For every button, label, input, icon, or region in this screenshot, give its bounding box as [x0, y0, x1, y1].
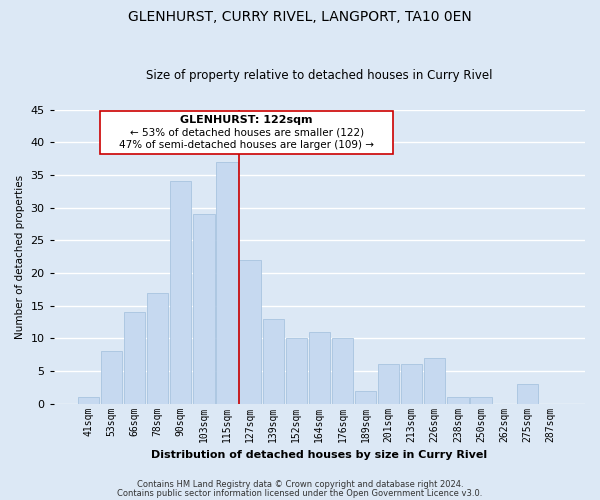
Bar — [101, 352, 122, 404]
Bar — [470, 397, 491, 404]
Bar — [239, 260, 261, 404]
Bar — [124, 312, 145, 404]
Bar — [170, 182, 191, 404]
Bar — [447, 397, 469, 404]
Bar — [217, 162, 238, 404]
Bar — [309, 332, 330, 404]
Bar — [147, 292, 169, 404]
Bar — [263, 318, 284, 404]
Bar — [424, 358, 445, 404]
Bar — [286, 338, 307, 404]
Title: Size of property relative to detached houses in Curry Rivel: Size of property relative to detached ho… — [146, 69, 493, 82]
Bar — [355, 390, 376, 404]
Y-axis label: Number of detached properties: Number of detached properties — [15, 174, 25, 338]
Bar — [78, 397, 99, 404]
Bar — [378, 364, 399, 404]
Text: Contains public sector information licensed under the Open Government Licence v3: Contains public sector information licen… — [118, 488, 482, 498]
Bar — [193, 214, 215, 404]
Text: ← 53% of detached houses are smaller (122): ← 53% of detached houses are smaller (12… — [130, 128, 364, 138]
FancyBboxPatch shape — [100, 111, 393, 154]
X-axis label: Distribution of detached houses by size in Curry Rivel: Distribution of detached houses by size … — [151, 450, 487, 460]
Text: GLENHURST, CURRY RIVEL, LANGPORT, TA10 0EN: GLENHURST, CURRY RIVEL, LANGPORT, TA10 0… — [128, 10, 472, 24]
Bar — [332, 338, 353, 404]
Text: GLENHURST: 122sqm: GLENHURST: 122sqm — [181, 116, 313, 126]
Bar — [517, 384, 538, 404]
Text: 47% of semi-detached houses are larger (109) →: 47% of semi-detached houses are larger (… — [119, 140, 374, 149]
Text: Contains HM Land Registry data © Crown copyright and database right 2024.: Contains HM Land Registry data © Crown c… — [137, 480, 463, 489]
Bar — [401, 364, 422, 404]
